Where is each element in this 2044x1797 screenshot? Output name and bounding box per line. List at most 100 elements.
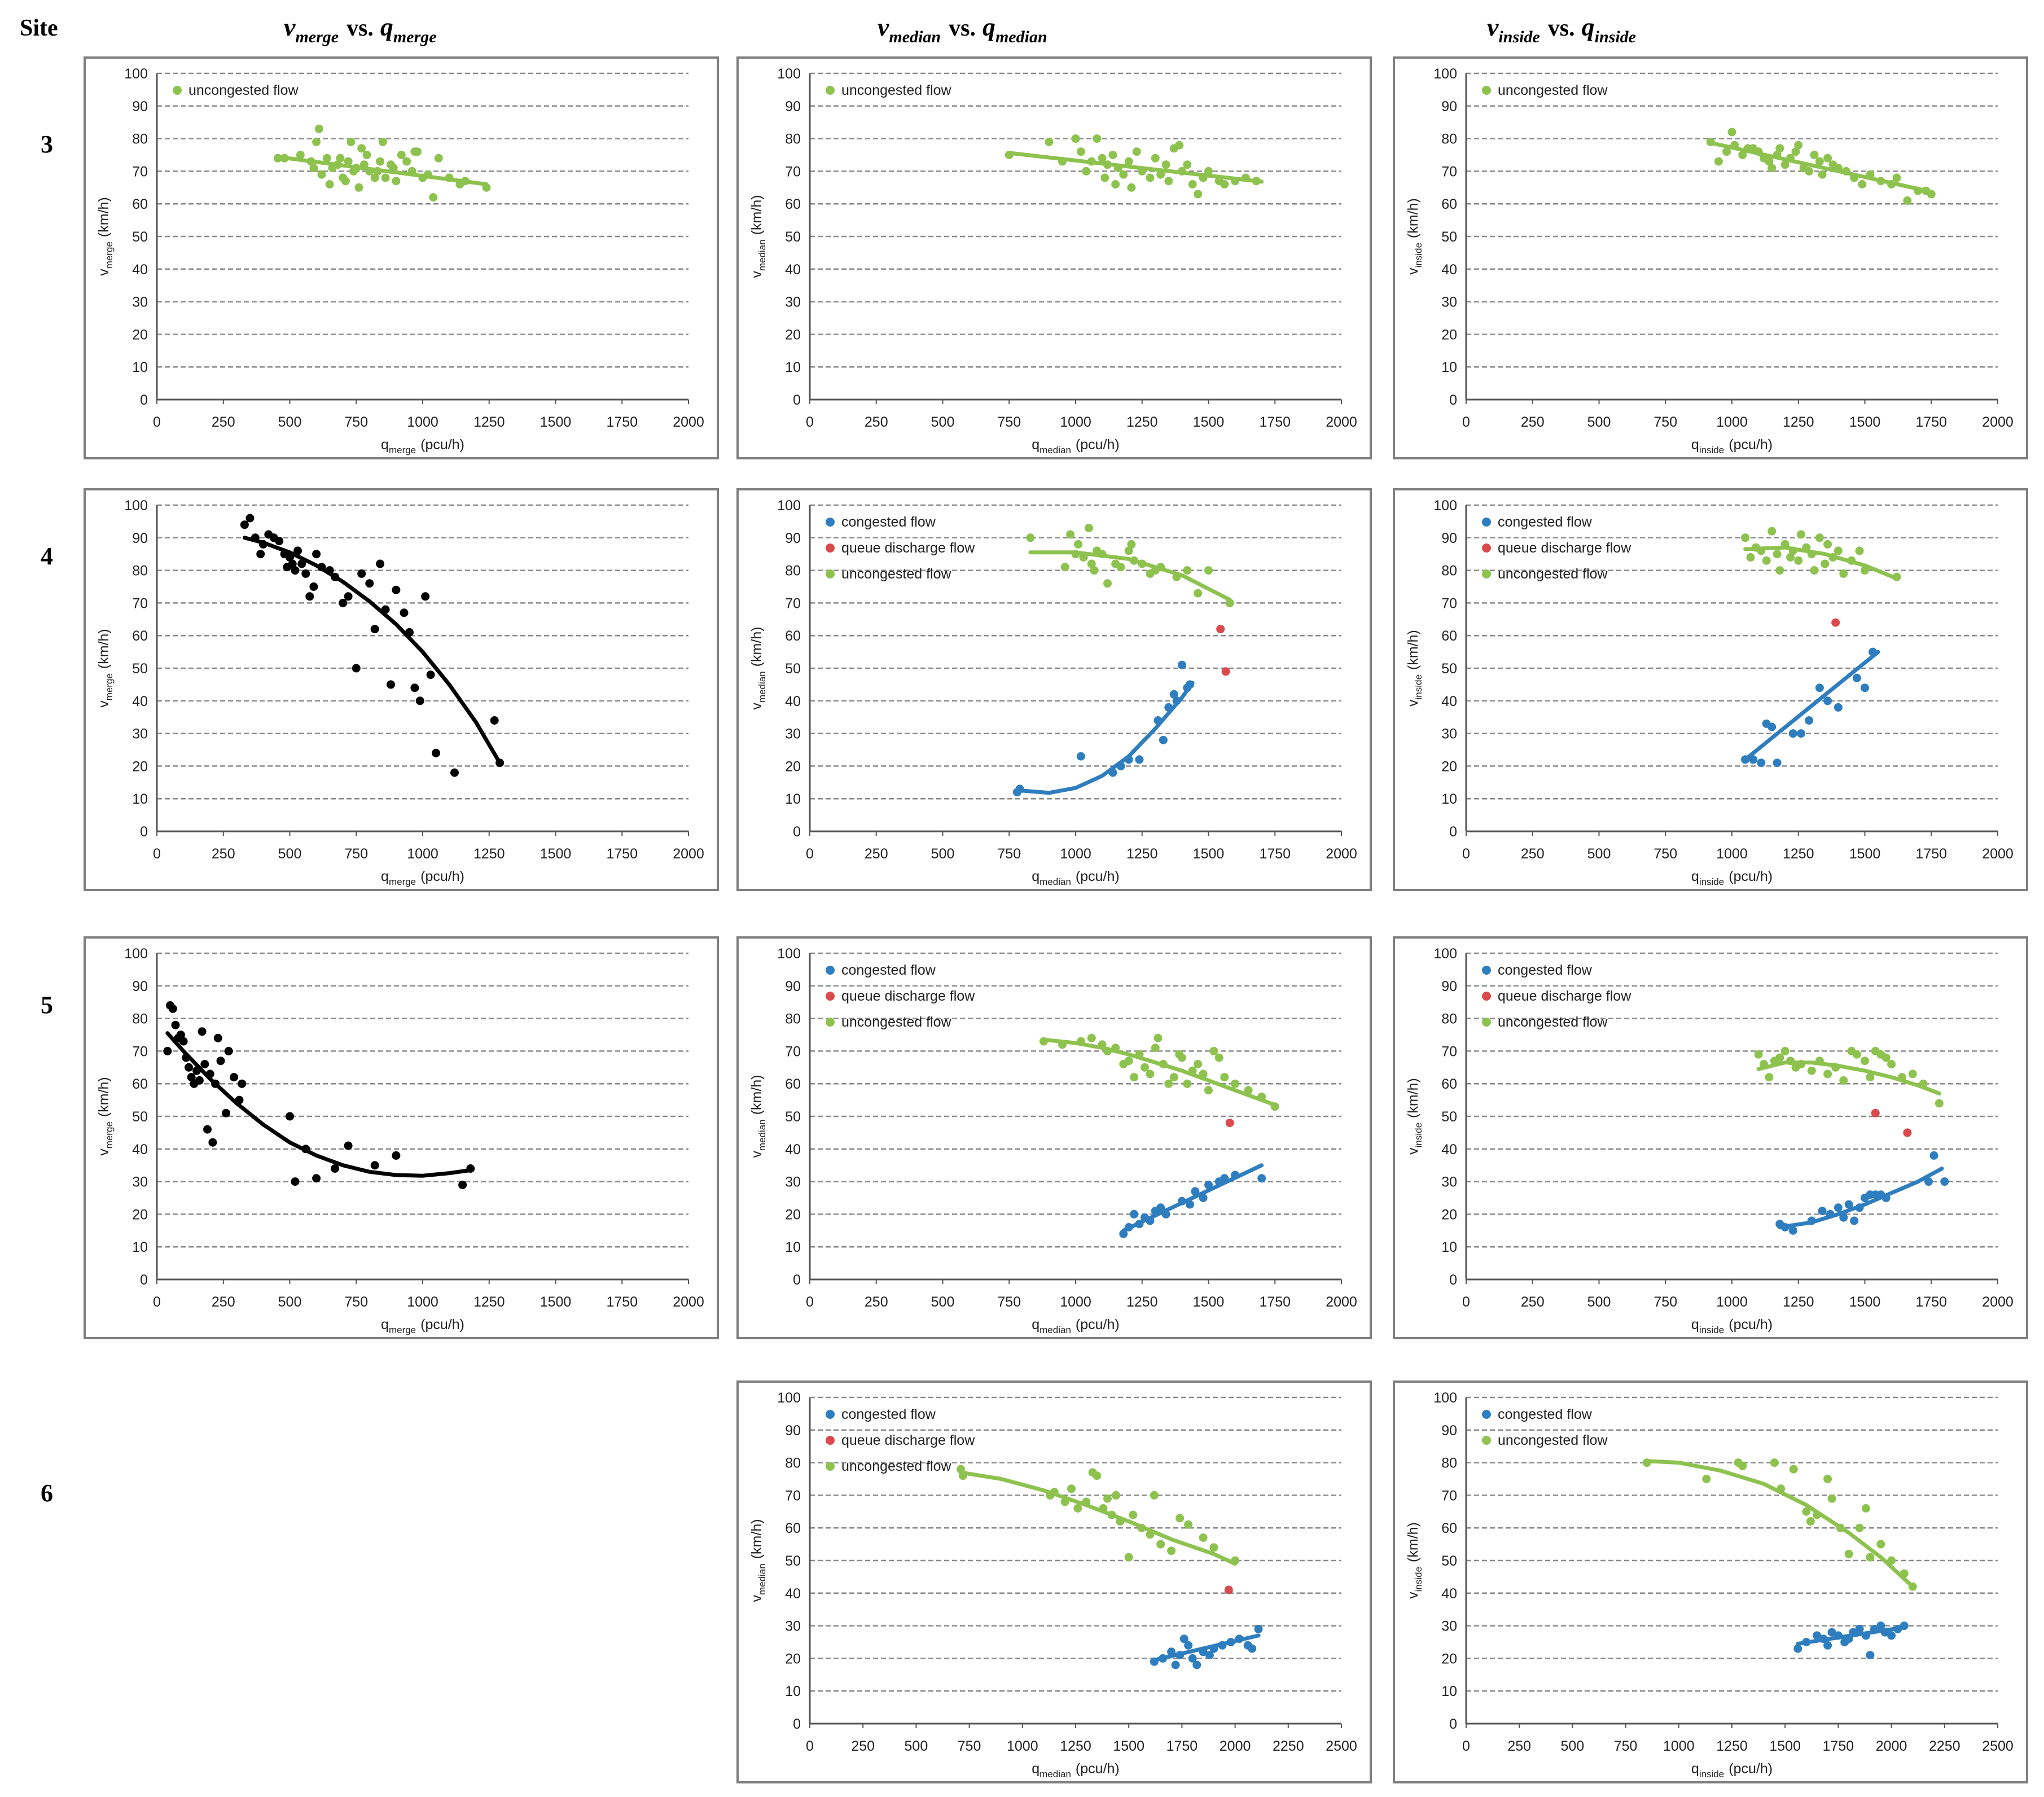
data-point-uncongested — [423, 170, 432, 179]
y-tick-label: 30 — [785, 726, 801, 742]
y-tick-label: 10 — [785, 1684, 801, 1699]
x-tick-label: 0 — [806, 1738, 814, 1754]
x-tick-label: 1750 — [1915, 846, 1947, 862]
data-point-uncongested — [309, 164, 318, 173]
x-axis-label-subscript: inside — [1699, 1769, 1724, 1780]
y-axis-label: vmedian (km/h) — [749, 626, 767, 709]
data-point-black — [286, 553, 294, 562]
x-axis-label-symbol: q — [381, 437, 389, 453]
trend-line-congested — [1743, 650, 1880, 762]
y-tick-label: 30 — [132, 295, 148, 310]
data-point-uncongested — [1209, 1046, 1218, 1055]
data-point-congested — [1146, 1216, 1155, 1225]
legend-item-queue: queue discharge flow — [826, 540, 975, 556]
x-tick-label: 2000 — [1326, 1294, 1357, 1310]
y-tick-label: 20 — [1441, 327, 1457, 343]
x-tick-label: 1000 — [1060, 1294, 1091, 1310]
data-point-uncongested — [1116, 563, 1125, 572]
data-point-uncongested — [1642, 1458, 1651, 1467]
data-point-black — [192, 1066, 201, 1075]
legend-item-uncongested: uncongested flow — [826, 1458, 952, 1474]
data-point-black — [344, 592, 353, 601]
series-queue — [1216, 625, 1230, 676]
data-point-congested — [1757, 759, 1766, 768]
x-axis-label-subscript: inside — [1699, 1325, 1724, 1335]
legend-item-congested: congested flow — [1482, 962, 1593, 978]
x-tick-label: 750 — [344, 414, 368, 430]
column-header-median: vmedian vs. qmedian — [878, 12, 1047, 46]
y-tick-label: 70 — [1441, 164, 1457, 179]
y-tick-label: 100 — [124, 946, 148, 962]
data-point-congested — [1797, 729, 1805, 738]
header-vs: vs. — [346, 15, 374, 41]
data-point-congested — [1850, 1216, 1859, 1225]
y-tick-label: 10 — [785, 360, 801, 375]
data-point-black — [301, 1145, 310, 1154]
data-point-uncongested — [1762, 556, 1771, 565]
data-point-uncongested — [1780, 1046, 1789, 1055]
data-point-congested — [1124, 1223, 1133, 1231]
y-tick-label: 70 — [785, 1044, 801, 1059]
y-tick-label: 100 — [124, 66, 148, 82]
x-tick-label: 1250 — [1126, 1294, 1158, 1310]
y-tick-label: 50 — [132, 1109, 148, 1125]
y-axis-label-subscript: merge — [104, 1121, 115, 1149]
x-tick-label: 1500 — [1769, 1738, 1801, 1754]
data-point-uncongested — [1220, 1073, 1229, 1082]
x-tick-label: 250 — [1521, 846, 1545, 862]
y-tick-label: 30 — [785, 295, 801, 310]
data-point-black — [213, 1033, 222, 1042]
column-header-inside: vinside vs. qinside — [1487, 12, 1636, 46]
series-uncongested — [1754, 1046, 1944, 1108]
x-tick-label: 500 — [278, 414, 302, 430]
x-tick-label: 1750 — [1166, 1738, 1198, 1754]
y-tick-label: 80 — [132, 1011, 148, 1027]
trend-line-uncongested — [1042, 1037, 1277, 1107]
legend-marker-congested — [826, 518, 835, 527]
data-point-congested — [1254, 1624, 1263, 1633]
legend-item-uncongested: uncongested flow — [1482, 1014, 1608, 1030]
x-axis-label-symbol: q — [1691, 869, 1699, 884]
x-axis-label-unit: (pcu/h) — [1076, 1317, 1120, 1333]
data-point-congested — [1880, 1628, 1889, 1637]
data-point-uncongested — [434, 154, 443, 163]
data-point-black — [357, 569, 366, 578]
x-axis-label-subscript: median — [1039, 876, 1071, 887]
data-point-black — [309, 582, 318, 591]
x-tick-label: 500 — [1587, 1294, 1611, 1310]
x-tick-label: 0 — [806, 846, 814, 862]
data-point-uncongested — [1098, 1040, 1107, 1049]
data-point-black — [168, 1004, 177, 1013]
data-point-congested — [1834, 703, 1843, 712]
y-tick-label: 90 — [785, 531, 801, 546]
x-tick-label: 1250 — [1783, 1294, 1814, 1310]
y-axis-label-unit: (km/h) — [1405, 198, 1421, 238]
data-point-congested — [1186, 1200, 1194, 1209]
legend-item-uncongested: uncongested flow — [1482, 566, 1608, 582]
x-axis-label: qmedian (pcu/h) — [1032, 869, 1119, 887]
y-tick-label: 90 — [132, 531, 148, 546]
y-tick-label: 60 — [1441, 1076, 1457, 1092]
data-point-congested — [1823, 1641, 1832, 1650]
data-point-congested — [1852, 673, 1861, 682]
data-point-uncongested — [1177, 166, 1186, 176]
trend-line-uncongested — [959, 1470, 1238, 1566]
legend-label-congested: congested flow — [841, 1406, 936, 1422]
data-point-uncongested — [1156, 170, 1165, 179]
data-point-congested — [1818, 1207, 1827, 1216]
data-point-uncongested — [1241, 173, 1250, 182]
data-point-congested — [1802, 1638, 1811, 1646]
y-tick-label: 30 — [1441, 295, 1457, 310]
x-tick-label: 1500 — [1113, 1738, 1144, 1754]
data-point-congested — [1188, 1654, 1197, 1663]
series-congested — [1741, 647, 1880, 768]
y-tick-label: 90 — [132, 99, 148, 115]
data-point-black — [224, 1046, 233, 1055]
series-black — [163, 1001, 475, 1189]
legend-label-queue: queue discharge flow — [841, 988, 975, 1004]
site-column-label: Site — [20, 15, 58, 41]
data-point-black — [200, 1060, 209, 1068]
data-point-black — [312, 1174, 321, 1183]
legend-marker-queue — [1482, 544, 1491, 553]
